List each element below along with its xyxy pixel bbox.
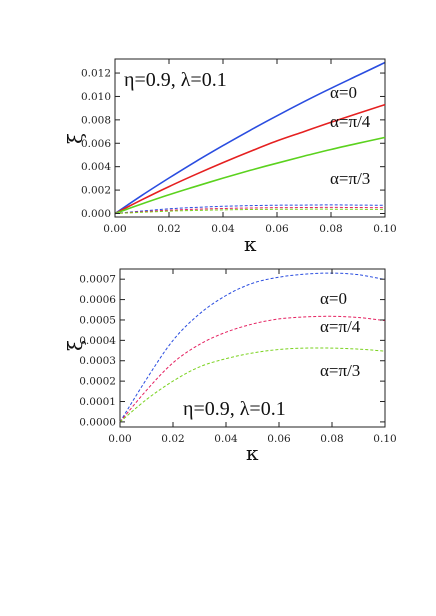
y-tick-label: 0.0002 (79, 376, 116, 388)
y-axis-label-bottom: ξ (63, 340, 87, 351)
y-tick-label: 0.006 (81, 138, 111, 150)
y-tick-label: 0.0007 (79, 274, 116, 286)
chart-top: 0.00 0.02 0.04 0.06 0.08 0.10 0.000 0.002 0.004 0… (63, 58, 397, 256)
annotation-alpha-pi4-bottom: α=π/4 (320, 317, 361, 336)
x-tick-label: 0.02 (161, 433, 184, 445)
y-tick-label: 0.0005 (79, 314, 116, 326)
series-line-bottom-0 (119, 272, 386, 423)
ticks-top: 0.00 0.02 0.04 0.06 0.08 0.10 0.000 0.002 0.004 0… (81, 59, 397, 235)
x-tick-label: 0.04 (211, 223, 235, 235)
x-tick-label: 0.04 (214, 433, 238, 445)
series-line-top-4 (114, 206, 386, 214)
annotation-alpha-pi3-bottom: α=π/3 (320, 361, 360, 380)
series-line-top-2 (114, 136, 386, 215)
y-tick-label: 0.0000 (79, 416, 116, 428)
y-tick-label: 0.0004 (79, 335, 116, 347)
y-tick-label: 0.010 (81, 91, 111, 103)
annotation-alpha-pi4-top: α=π/4 (330, 112, 371, 131)
chart-bottom: 0.00 0.02 0.04 0.06 0.08 0.10 0.0000 0.0001 0.00… (63, 268, 397, 465)
x-tick-label: 0.10 (373, 223, 396, 235)
series-line-top-1 (114, 103, 386, 215)
plot-frame-bottom (119, 268, 386, 428)
y-tick-label: 0.0001 (79, 396, 116, 408)
series-line-bottom-2 (119, 347, 386, 423)
x-axis-label-top: κ (244, 232, 257, 256)
series-line-top-3 (114, 204, 386, 214)
x-tick-label: 0.02 (157, 223, 180, 235)
y-tick-label: 0.000 (81, 208, 111, 220)
annotation-alpha-0-bottom: α=0 (320, 289, 347, 308)
x-axis-label-bottom: κ (246, 441, 259, 465)
series-group-bottom (119, 272, 386, 423)
series-line-top-5 (114, 208, 386, 214)
x-tick-label: 0.06 (265, 223, 289, 235)
y-tick-label: 0.004 (81, 161, 111, 173)
y-tick-label: 0.012 (81, 68, 111, 80)
y-tick-label: 0.0003 (79, 355, 116, 367)
y-tick-label: 0.008 (81, 114, 111, 126)
series-group-top (114, 61, 386, 215)
x-tick-label: 0.06 (267, 433, 291, 445)
x-tick-label: 0.10 (373, 433, 396, 445)
x-tick-label: 0.00 (103, 223, 126, 235)
param-label-top: η=0.9, λ=0.1 (124, 69, 227, 91)
annotation-alpha-0-top: α=0 (330, 83, 357, 102)
y-tick-label: 0.002 (81, 185, 111, 197)
series-line-top-0 (114, 61, 386, 215)
y-tick-label: 0.0006 (79, 294, 116, 306)
x-tick-label: 0.08 (319, 223, 342, 235)
param-label-bottom: η=0.9, λ=0.1 (183, 398, 286, 420)
annotation-alpha-pi3-top: α=π/3 (330, 169, 370, 188)
x-tick-label: 0.00 (108, 433, 131, 445)
x-tick-label: 0.08 (320, 433, 343, 445)
ticks-bottom: 0.00 0.02 0.04 0.06 0.08 0.10 0.0000 0.0001 0.00… (79, 269, 397, 445)
y-axis-label-top: ξ (63, 133, 87, 144)
series-line-bottom-1 (119, 315, 386, 423)
